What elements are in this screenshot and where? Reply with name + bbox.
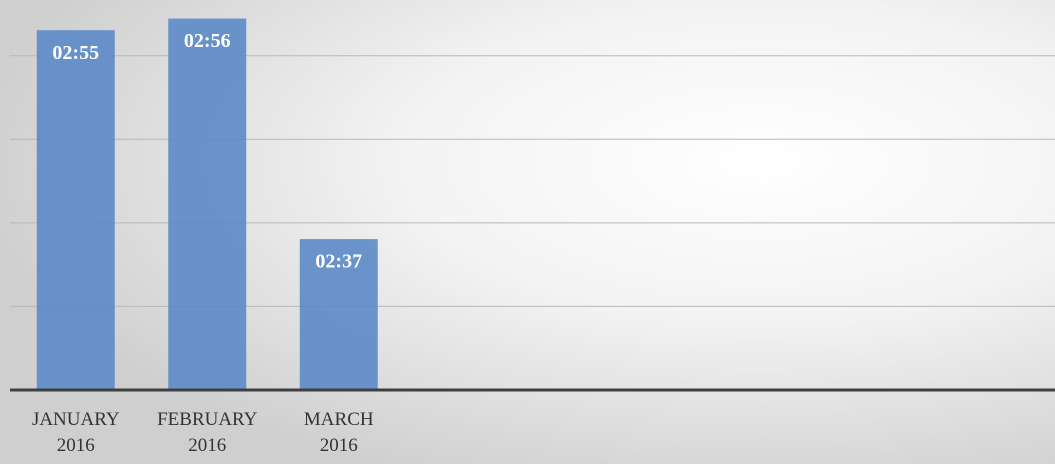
x-tick-label: FEBRUARY 2016 xyxy=(157,409,258,456)
data-label: 02:37 xyxy=(315,251,362,273)
x-tick-label: JANUARY 2016 xyxy=(32,409,120,456)
data-label: 02:55 xyxy=(52,42,99,64)
bar xyxy=(299,239,378,390)
data-label: 02:56 xyxy=(184,30,231,52)
x-tick-label: MARCH 2016 xyxy=(304,409,374,456)
bar xyxy=(168,18,247,390)
bar xyxy=(36,30,115,391)
